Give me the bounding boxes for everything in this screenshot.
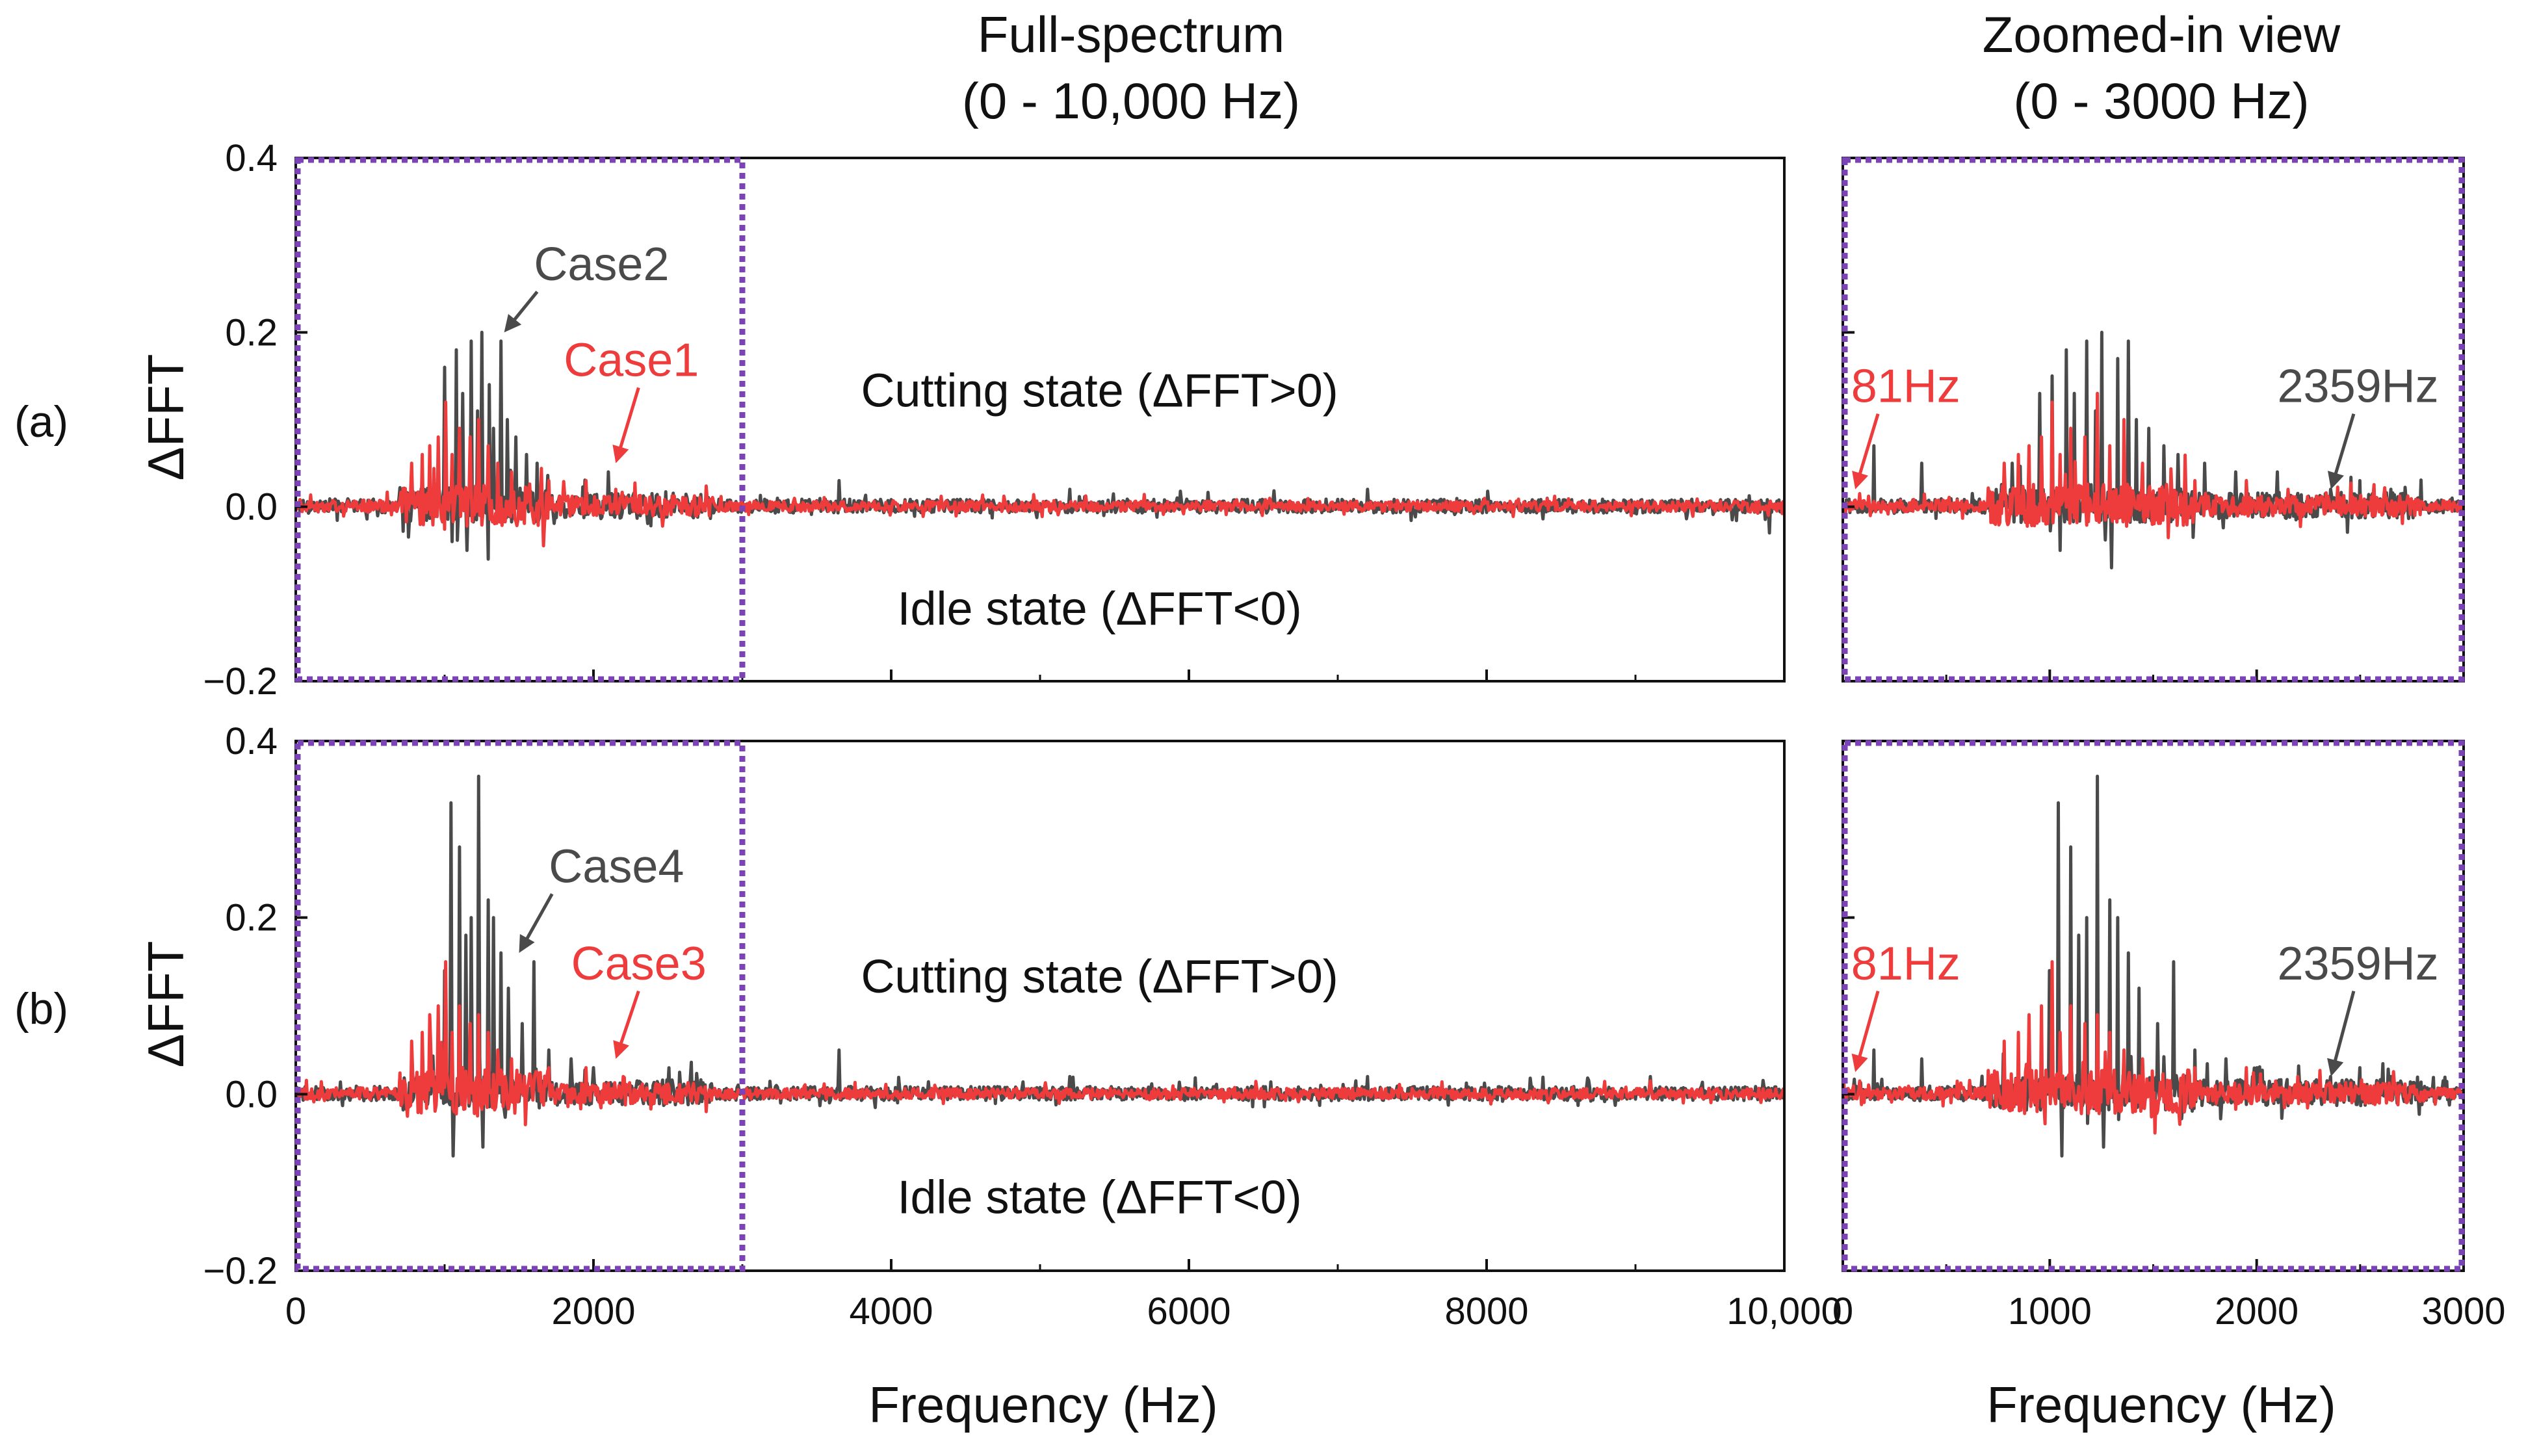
annotation-2359hz: 2359Hz bbox=[2278, 361, 2439, 413]
zoom-region-box bbox=[294, 740, 746, 1272]
zoom-region-box bbox=[294, 157, 746, 682]
series-line-case3 bbox=[1843, 960, 2464, 1135]
zoom-view-title-line2: (0 - 3000 Hz) bbox=[2013, 72, 2309, 129]
y-tick-label: 0.0 bbox=[225, 486, 278, 528]
annotation-arrow-head bbox=[504, 313, 522, 333]
annotation-arrow-line bbox=[2330, 991, 2356, 1072]
annotation-arrow-line bbox=[616, 387, 640, 459]
y-axis-title-b: ΔFFT bbox=[137, 941, 194, 1067]
x-axis-title-zoom: Frequency (Hz) bbox=[1986, 1376, 2336, 1433]
y-tick-label: 0.4 bbox=[225, 137, 278, 179]
annotation-arrow-head bbox=[612, 444, 629, 463]
annotation-81hz: 81Hz bbox=[1851, 938, 1960, 990]
panel-label-a: (a) bbox=[14, 397, 68, 447]
annotation-81hz: 81Hz bbox=[1851, 361, 1960, 413]
plot-b-full-spectrum: −0.2 0.0 0.2 0.4 0 2000 4000 6000 8000 10,000 Cutt… bbox=[203, 720, 1842, 1332]
y-tick-label: 0.4 bbox=[225, 720, 278, 762]
series-line-case1 bbox=[296, 400, 1784, 548]
x-tick-label: 8000 bbox=[1444, 1290, 1528, 1332]
full-spectrum-title-line2: (0 - 10,000 Hz) bbox=[962, 72, 1300, 129]
annotation-arrow-head bbox=[613, 1040, 629, 1059]
annotation-arrow-line bbox=[1855, 991, 1880, 1068]
y-axis-title-a: ΔFFT bbox=[137, 354, 194, 480]
x-tick-label: 2000 bbox=[551, 1290, 635, 1332]
annotation-arrow-line bbox=[2330, 413, 2356, 485]
y-tick-label: −0.2 bbox=[203, 1250, 278, 1292]
x-tick-label: 0 bbox=[285, 1290, 306, 1332]
annotation-arrow-head bbox=[519, 933, 535, 953]
y-tick-label: 0.0 bbox=[225, 1073, 278, 1115]
cutting-state-label: Cutting state (ΔFFT>0) bbox=[861, 951, 1338, 1003]
series-line-case3 bbox=[296, 960, 1784, 1126]
x-tick-label: 1000 bbox=[2008, 1290, 2092, 1332]
x-axis-title-full: Frequency (Hz) bbox=[868, 1376, 1217, 1433]
panel-label-b: (b) bbox=[14, 984, 68, 1034]
x-tick-label: 4000 bbox=[849, 1290, 933, 1332]
zoom-view-title-line1: Zoomed-in view bbox=[1983, 6, 2341, 63]
annotation-case2: Case2 bbox=[534, 239, 669, 291]
y-tick-label: 0.2 bbox=[225, 311, 278, 354]
annotation-case3: Case3 bbox=[571, 938, 707, 990]
plot-a-zoomed: 81Hz 2359Hz bbox=[1842, 157, 2465, 682]
annotation-arrow-head bbox=[2328, 471, 2344, 489]
x-tick-label: 2000 bbox=[2215, 1290, 2298, 1332]
annotation-case4: Case4 bbox=[549, 840, 684, 892]
zoom-region-box bbox=[1842, 157, 2465, 682]
x-tick-label: 3000 bbox=[2421, 1290, 2505, 1332]
idle-state-label: Idle state (ΔFFT<0) bbox=[897, 583, 1301, 635]
annotation-2359hz: 2359Hz bbox=[2278, 938, 2439, 990]
plot-frame bbox=[1842, 157, 2465, 682]
x-tick-label: 6000 bbox=[1147, 1290, 1230, 1332]
annotation-arrow-head bbox=[2327, 1058, 2344, 1077]
y-tick-label: 0.2 bbox=[225, 897, 278, 939]
plot-frame bbox=[1842, 740, 2465, 1272]
x-tick-label: 10,000 bbox=[1726, 1290, 1842, 1332]
annotation-arrow-head bbox=[1852, 471, 1869, 489]
annotation-arrow-head bbox=[1851, 1053, 1868, 1072]
annotation-case1: Case1 bbox=[564, 334, 699, 386]
cutting-state-label: Cutting state (ΔFFT>0) bbox=[861, 365, 1338, 417]
annotation-arrow-line bbox=[1855, 413, 1880, 485]
x-tick-label: 0 bbox=[1832, 1290, 1853, 1332]
series-line-case1 bbox=[1843, 391, 2464, 540]
plot-a-full-spectrum: −0.2 0.0 0.2 0.4 Cutting state (ΔFFT>0) Idle … bbox=[203, 137, 1786, 703]
plot-b-zoomed: 0 1000 2000 3000 81Hz 2359Hz bbox=[1832, 740, 2506, 1332]
y-tick-label: −0.2 bbox=[203, 660, 278, 703]
zoom-region-box bbox=[1842, 740, 2465, 1272]
idle-state-label: Idle state (ΔFFT<0) bbox=[897, 1172, 1301, 1224]
full-spectrum-title-line1: Full-spectrum bbox=[978, 6, 1284, 63]
